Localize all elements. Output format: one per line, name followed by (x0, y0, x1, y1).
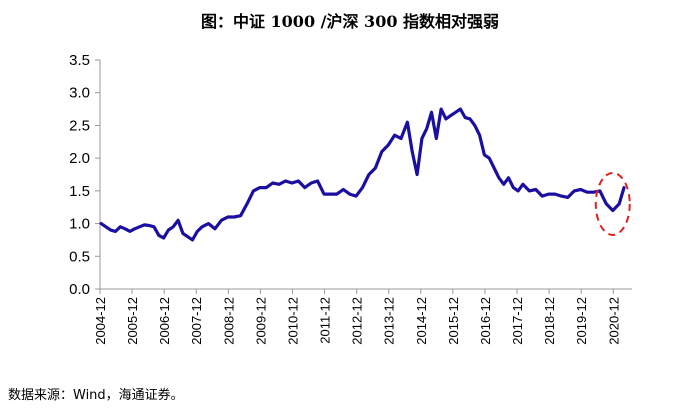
y-axis: 0.0 0.5 1.0 1.5 2.0 2.5 3.0 3.5 (69, 52, 101, 298)
highlight-ellipse (594, 171, 631, 236)
y-tick-label: 1.5 (69, 183, 90, 200)
x-tick-label: 2014-12 (414, 297, 429, 345)
x-tick-label: 2019-12 (574, 297, 589, 345)
annotations (594, 171, 631, 236)
x-tick-label: 2020-12 (606, 297, 621, 345)
y-tick-label: 3.0 (69, 85, 90, 102)
y-tick-label: 2.5 (69, 117, 90, 134)
x-axis: 2004-12 2005-12 2006-12 2007-12 2008-12 2009-… (93, 288, 632, 345)
source-note: 数据来源：Wind，海通证券。 (8, 388, 184, 403)
series-line-0 (99, 107, 626, 242)
x-tick-label: 2011-12 (318, 297, 333, 344)
y-tick-label: 2.0 (69, 150, 90, 167)
x-tick-label: 2013-12 (382, 297, 397, 345)
x-tick-label: 2018-12 (542, 297, 557, 345)
y-tick-label: 0.0 (69, 281, 90, 298)
y-tick-label: 3.5 (69, 52, 90, 69)
x-tick-label: 2017-12 (510, 297, 525, 345)
chart-title: 图：中证 1000 /沪深 300 指数相对强弱 (200, 12, 500, 31)
x-tick-label: 2009-12 (253, 297, 268, 345)
x-tick-label: 2008-12 (221, 297, 236, 345)
y-tick-label: 0.5 (69, 248, 90, 265)
y-tick-label: 1.0 (69, 216, 90, 233)
x-tick-label: 2016-12 (478, 297, 493, 345)
x-tick-label: 2007-12 (189, 297, 204, 345)
plot-area (99, 107, 626, 242)
x-tick-label: 2015-12 (446, 297, 461, 345)
x-tick-label: 2004-12 (93, 297, 108, 345)
x-tick-label: 2005-12 (125, 297, 140, 345)
x-tick-label: 2006-12 (157, 297, 172, 345)
x-tick-label: 2012-12 (350, 297, 365, 345)
x-tick-label: 2010-12 (285, 297, 300, 345)
